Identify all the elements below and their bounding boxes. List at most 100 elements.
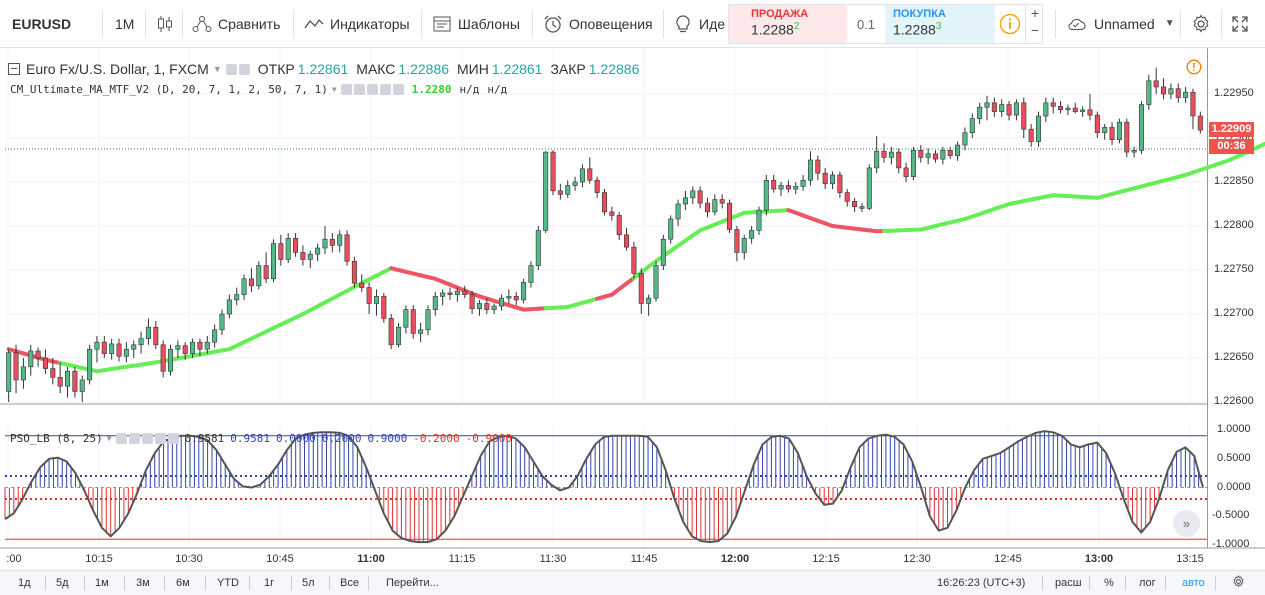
sell-button[interactable]: ПРОДАЖА 1.22882 xyxy=(729,5,847,43)
alerts-button[interactable]: Оповещения xyxy=(543,0,653,47)
scroll-to-realtime-icon[interactable]: » xyxy=(1173,510,1200,537)
time-tick-label: 13:00 xyxy=(1084,553,1114,565)
candle xyxy=(837,171,843,198)
log-scale-toggle[interactable]: лог xyxy=(1139,577,1156,589)
range-button[interactable]: 5л xyxy=(302,577,315,589)
candle-body xyxy=(248,278,254,287)
chevron-down-icon[interactable]: ▼ xyxy=(331,85,337,94)
range-button[interactable]: 6м xyxy=(176,577,190,589)
candle-body xyxy=(609,211,615,216)
candle-body xyxy=(638,273,644,304)
candle xyxy=(719,194,725,209)
ma-indicator-title[interactable]: CM_Ultimate_MA_MTF_V2 (D, 20, 7, 1, 2, 5… xyxy=(10,83,328,96)
toolbar-divider xyxy=(329,576,330,590)
ideas-button[interactable]: Иде xyxy=(673,0,725,47)
candle-body xyxy=(771,179,777,190)
candle xyxy=(601,189,608,216)
warning-icon[interactable] xyxy=(1186,59,1202,75)
close-icon[interactable] xyxy=(392,84,404,95)
settings-icon[interactable] xyxy=(128,433,140,444)
candle xyxy=(535,226,541,270)
percent-scale-toggle[interactable]: % xyxy=(1104,577,1114,589)
candle xyxy=(624,227,630,251)
eye-icon[interactable] xyxy=(225,63,237,75)
symbol-search-button[interactable]: EURUSD xyxy=(12,0,71,47)
candle xyxy=(322,226,328,255)
compare-button[interactable]: Сравнить xyxy=(192,0,280,47)
order-quantity-stepper[interactable]: + − xyxy=(1025,5,1044,43)
pso-value: 0.0000 xyxy=(276,432,316,445)
candle xyxy=(991,97,997,117)
settings-icon[interactable] xyxy=(353,84,365,95)
more-icon[interactable] xyxy=(154,433,166,444)
candle xyxy=(145,318,151,345)
candle xyxy=(499,294,505,311)
minus-button[interactable]: − xyxy=(1030,22,1040,38)
candle xyxy=(918,145,924,163)
fullscreen-button[interactable] xyxy=(1230,0,1256,47)
range-button[interactable]: 5д xyxy=(56,577,69,589)
pso-indicator-title[interactable]: PSO_LB (8, 25) xyxy=(10,432,103,445)
extended-hours-toggle[interactable]: расш xyxy=(1055,577,1082,589)
open-value: 1.22861 xyxy=(297,61,349,77)
range-button[interactable]: YTD xyxy=(217,577,239,589)
price-tick-label: 1.22700 xyxy=(1214,307,1254,319)
time-tick-label: 10:45 xyxy=(266,553,294,565)
settings-icon[interactable] xyxy=(238,63,250,75)
range-button[interactable]: 1м xyxy=(95,577,109,589)
clock-display[interactable]: 16:26:23 (UTC+3) xyxy=(937,577,1026,589)
candle xyxy=(969,113,975,138)
candle-body xyxy=(337,234,343,246)
candle xyxy=(1153,67,1159,94)
range-button[interactable]: Все xyxy=(340,577,359,589)
range-button[interactable]: 3м xyxy=(136,577,150,589)
auto-scale-toggle[interactable]: авто xyxy=(1182,577,1205,589)
source-code-icon[interactable] xyxy=(141,433,153,444)
lightbulb-icon xyxy=(673,14,693,34)
buy-button[interactable]: ПОКУПКА 1.22883 xyxy=(885,5,995,43)
goto-date-button[interactable]: Перейти... xyxy=(386,577,439,589)
close-icon[interactable] xyxy=(167,433,179,444)
eye-icon[interactable] xyxy=(115,433,127,444)
candle xyxy=(1058,101,1064,114)
main-series-title[interactable]: Euro Fx/U.S. Dollar, 1, FXCM xyxy=(26,61,209,77)
toolbar-divider xyxy=(293,10,294,38)
spread-value: 0.1 xyxy=(856,16,876,32)
layout-save-button[interactable]: Unnamed ▼ xyxy=(1066,0,1175,47)
plus-button[interactable]: + xyxy=(1030,5,1040,21)
candle-body xyxy=(35,350,41,359)
candle xyxy=(638,268,644,314)
templates-button[interactable]: Шаблоны xyxy=(432,0,520,47)
settings-button[interactable] xyxy=(1191,0,1217,47)
bottom-settings-button[interactable] xyxy=(1232,571,1245,595)
eye-icon[interactable] xyxy=(340,84,352,95)
candle-body xyxy=(1080,109,1086,112)
info-icon[interactable] xyxy=(995,5,1025,43)
toolbar-divider xyxy=(83,576,85,590)
chevron-down-icon[interactable]: ▼ xyxy=(212,64,222,74)
collapse-legend-icon[interactable] xyxy=(8,63,20,75)
indicators-button[interactable]: Индикаторы xyxy=(304,0,410,47)
candle xyxy=(381,292,387,323)
chevron-down-icon[interactable]: ▼ xyxy=(106,434,112,443)
candle-body xyxy=(903,167,909,178)
more-icon[interactable] xyxy=(379,84,391,95)
candle xyxy=(153,321,159,350)
range-button[interactable]: 1д xyxy=(18,577,31,589)
chart-canvas[interactable] xyxy=(0,48,1265,570)
source-code-icon[interactable] xyxy=(366,84,378,95)
toolbar-divider xyxy=(164,576,165,590)
candle xyxy=(999,99,1005,117)
toolbar-divider xyxy=(45,576,46,590)
range-button[interactable]: 1г xyxy=(264,577,275,589)
candle xyxy=(793,182,799,195)
candle xyxy=(278,234,284,266)
candle-body xyxy=(1065,107,1071,111)
chart-style-button[interactable] xyxy=(155,0,181,47)
chart-area[interactable]: Euro Fx/U.S. Dollar, 1, FXCM ▼ ОТКР 1.22… xyxy=(0,48,1265,570)
interval-button[interactable]: 1M xyxy=(115,0,134,47)
candle xyxy=(844,189,850,207)
candle xyxy=(903,162,909,182)
candle-body xyxy=(712,199,718,213)
chevron-down-icon: ▼ xyxy=(1164,18,1175,29)
